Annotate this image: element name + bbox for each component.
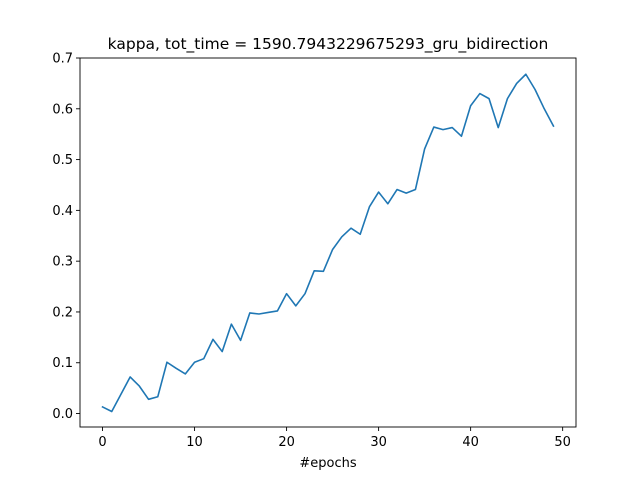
x-tick-label: 30 — [370, 435, 387, 450]
x-tick-label: 50 — [554, 435, 571, 450]
x-tick-label: 40 — [462, 435, 479, 450]
y-tick-label: 0.4 — [52, 204, 73, 219]
x-tick-label: 20 — [278, 435, 295, 450]
y-tick-label: 0.7 — [52, 52, 73, 67]
series-line-kappa — [101, 73, 555, 413]
y-tick-label: 0.0 — [52, 407, 73, 422]
chart-title: kappa, tot_time = 1590.7943229675293_gru… — [108, 35, 549, 54]
x-tick-label: 10 — [186, 435, 203, 450]
y-tick-label: 0.6 — [52, 102, 73, 117]
y-tick-label: 0.2 — [52, 305, 73, 320]
axes-frame — [79, 57, 577, 428]
x-axis-label: #epochs — [299, 456, 356, 471]
y-axis: 0.0 0.1 0.2 0.3 0.4 0.5 0.6 0.7 — [52, 52, 80, 422]
x-tick-label: 0 — [98, 435, 106, 450]
x-axis: 0 10 20 30 40 50 — [98, 427, 571, 450]
y-tick-label: 0.3 — [52, 255, 73, 270]
y-tick-label: 0.1 — [52, 356, 73, 371]
y-tick-label: 0.5 — [52, 153, 73, 168]
